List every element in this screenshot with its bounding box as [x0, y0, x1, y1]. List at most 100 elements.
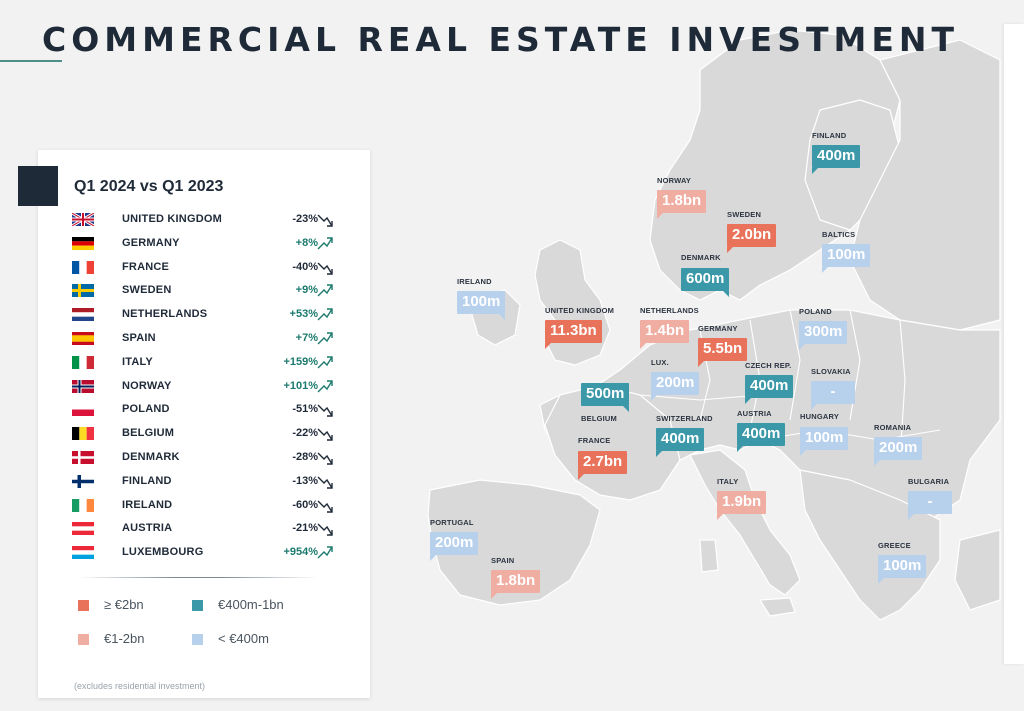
- luxembourg-flag-icon: [72, 546, 94, 560]
- change-value: -51%: [292, 403, 318, 416]
- trend-up-icon: [317, 237, 333, 250]
- change-value: +954%: [283, 546, 318, 559]
- value-bubble-ireland: 100m: [457, 291, 506, 320]
- map-label-germany: GERMANY: [698, 324, 738, 333]
- country-name: UNITED KINGDOM: [122, 213, 222, 225]
- background-card: [1004, 24, 1024, 664]
- map-label-austria: AUSTRIA: [737, 409, 772, 418]
- change-value: -60%: [292, 498, 318, 511]
- trend-down-icon: [317, 404, 333, 418]
- country-name: FINLAND: [122, 474, 172, 487]
- value-bubble-norway: 1.8bn: [657, 190, 707, 219]
- map-label-poland: POLAND: [799, 307, 832, 316]
- country-name: BELGIUM: [122, 427, 175, 440]
- trend-up-icon: [317, 379, 333, 393]
- sweden-flag-icon: [72, 284, 94, 298]
- legend-divider: [78, 577, 318, 578]
- netherlands-flag-icon: [72, 308, 94, 322]
- trend-up-icon: [317, 308, 333, 321]
- change-value: -23%: [292, 213, 318, 225]
- list-item: SWEDEN +9%: [38, 281, 370, 301]
- map-label-czech-rep: CZECH REP.: [745, 361, 792, 370]
- belgium-flag-icon: [72, 427, 94, 441]
- trend-up-icon: [317, 546, 333, 559]
- map-label-portugal: PORTUGAL: [430, 518, 474, 527]
- change-value: +7%: [295, 332, 318, 344]
- change-value: -22%: [292, 427, 318, 440]
- list-item: UNITED KINGDOM -23%: [38, 210, 370, 230]
- france-flag-icon: [72, 260, 94, 274]
- map-label-italy: ITALY: [717, 477, 739, 486]
- country-name: SPAIN: [122, 332, 156, 344]
- legend-swatch: [78, 634, 89, 645]
- value-bubble-lux: 200m: [651, 372, 700, 401]
- trend-down-icon: [317, 500, 333, 513]
- map-label-france: FRANCE: [578, 436, 611, 445]
- value-bubble-switzerland: 400m: [656, 428, 705, 457]
- country-name: ITALY: [122, 355, 153, 368]
- change-value: -28%: [292, 451, 318, 463]
- change-value: +8%: [295, 236, 318, 249]
- value-bubble-baltics: 100m: [822, 244, 871, 273]
- country-name: LUXEMBOURG: [122, 546, 204, 559]
- value-bubble-spain: 1.8bn: [491, 570, 541, 599]
- list-item: IRELAND -60%: [38, 496, 370, 516]
- poland-flag-icon: [72, 403, 94, 417]
- list-item: FRANCE -40%: [38, 258, 370, 278]
- value-bubble-portugal: 200m: [430, 532, 479, 561]
- country-name: SWEDEN: [122, 284, 172, 297]
- value-bubble-poland: 300m: [799, 321, 848, 350]
- value-bubble-hungary: 100m: [800, 427, 849, 456]
- list-item: BELGIUM -22%: [38, 424, 370, 444]
- finland-flag-icon: [72, 474, 94, 488]
- change-value: -40%: [292, 260, 318, 273]
- trend-down-icon: [317, 428, 333, 441]
- list-item: NORWAY +101%: [38, 377, 370, 397]
- value-bubble-united-kingdom: 11.3bn: [545, 320, 602, 349]
- map-label-sweden: SWEDEN: [727, 210, 762, 219]
- value-bubble-austria: 400m: [737, 423, 786, 452]
- map-label-baltics: BALTICS: [822, 230, 856, 239]
- value-bubble-bulgaria: -: [908, 491, 952, 520]
- change-value: +101%: [283, 379, 318, 392]
- country-name: NETHERLANDS: [122, 308, 208, 321]
- list-item: ITALY +159%: [38, 353, 370, 373]
- country-name: IRELAND: [122, 498, 173, 511]
- map-label-bulgaria: BULGARIA: [908, 477, 950, 486]
- map-label-norway: NORWAY: [657, 176, 692, 185]
- list-item: AUSTRIA -21%: [38, 519, 370, 539]
- value-bubble-slovakia: -: [811, 381, 855, 410]
- page-title: COMMERCIAL REAL ESTATE INVESTMENT: [42, 20, 960, 59]
- value-bubble-sweden: 2.0bn: [727, 224, 777, 253]
- value-bubble-netherlands: 1.4bn: [640, 320, 690, 349]
- italy-flag-icon: [72, 355, 94, 369]
- value-bubble-denmark: 600m: [681, 268, 730, 297]
- uk-flag-icon: [72, 213, 94, 226]
- country-name: AUSTRIA: [122, 522, 173, 535]
- map-label-switzerland: SWITZERLAND: [656, 414, 713, 423]
- list-item: SPAIN +7%: [38, 329, 370, 349]
- trend-up-icon: [317, 284, 333, 297]
- legend-label: ≥ €2bn: [104, 597, 144, 612]
- legend-label: < €400m: [218, 631, 269, 646]
- norway-flag-icon: [72, 379, 94, 393]
- comparison-panel: Q1 2024 vs Q1 2023 UNITED KINGDOM -23% GER…: [18, 150, 370, 698]
- denmark-flag-icon: [72, 451, 94, 464]
- trend-down-icon: [317, 523, 333, 537]
- change-value: -21%: [292, 522, 318, 535]
- map-label-romania: ROMANIA: [874, 423, 912, 432]
- change-value: +53%: [289, 308, 318, 321]
- trend-down-icon: [317, 214, 333, 227]
- list-item: LUXEMBOURG +954%: [38, 543, 370, 563]
- map-label-hungary: HUNGARY: [800, 412, 840, 421]
- country-name: POLAND: [122, 403, 170, 416]
- list-item: GERMANY +8%: [38, 234, 370, 254]
- list-item: DENMARK -28%: [38, 448, 370, 468]
- change-value: +159%: [283, 355, 318, 368]
- legend-swatch: [78, 600, 89, 611]
- value-bubble-italy: 1.9bn: [717, 491, 767, 520]
- footnote: (excludes residential investment): [74, 681, 206, 691]
- map-label-finland: FINLAND: [812, 131, 847, 140]
- value-bubble-finland: 400m: [812, 145, 861, 174]
- trend-down-icon: [317, 262, 333, 275]
